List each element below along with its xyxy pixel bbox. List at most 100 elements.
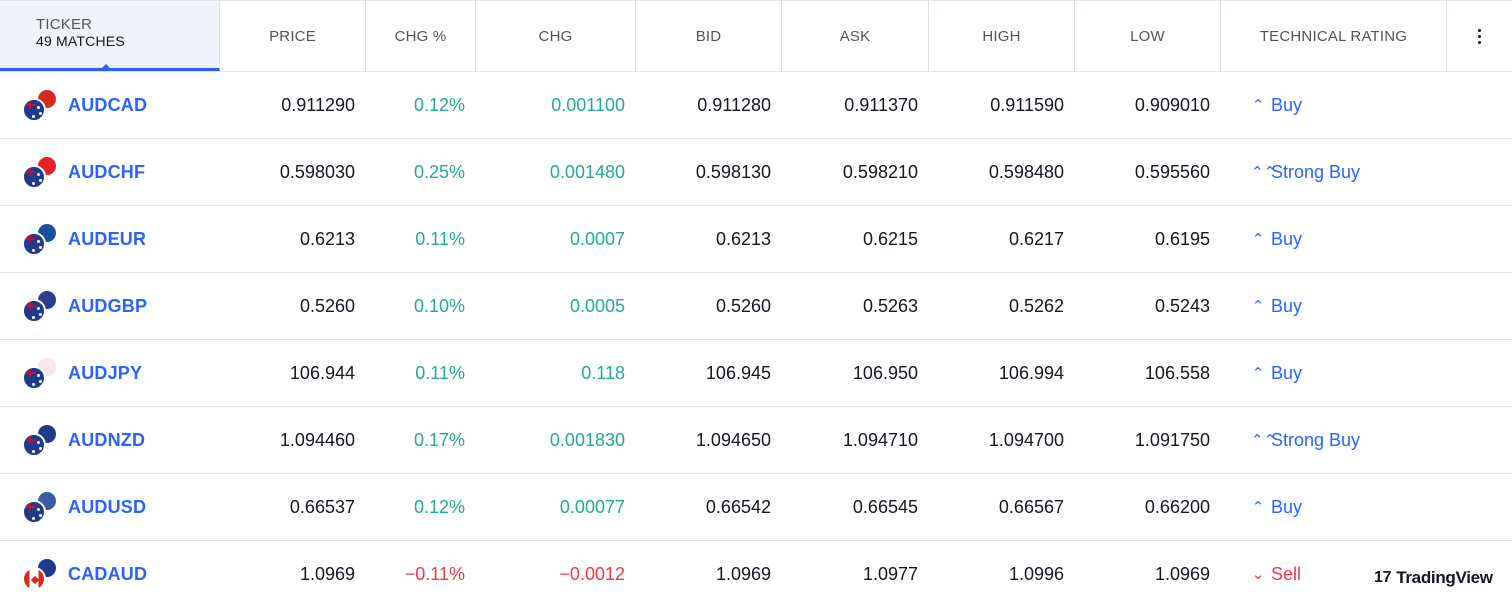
technical-rating-cell[interactable]: ⌃ Buy [1221,72,1447,138]
rating-chevron-icon: ⌃ [1251,365,1265,382]
table-row[interactable]: AUDUSD 0.66537 0.12% 0.00077 0.66542 0.6… [0,474,1512,541]
column-header-chg-pct[interactable]: CHG % [366,1,476,71]
technical-rating-cell[interactable]: ⌃ Buy [1221,340,1447,406]
ticker-cell[interactable]: CADAUD [0,541,220,600]
high-cell: 1.0996 [1008,563,1064,584]
column-header-technical-rating[interactable]: TECHNICAL RATING [1221,1,1447,71]
ticker-cell[interactable]: AUDUSD [0,474,220,540]
ticker-cell[interactable]: AUDEUR [0,206,220,272]
rating-chevron-icon: ⌃ [1251,298,1265,315]
ticker-symbol-link[interactable]: AUDGBP [68,295,148,316]
ticker-symbol-link[interactable]: CADAUD [68,563,148,584]
high-cell: 1.094700 [988,429,1064,450]
chg-cell: −0.0012 [559,563,625,584]
low-cell: 0.5243 [1154,295,1210,316]
price-cell: 0.6213 [299,228,355,249]
currency-pair-flag-icon [22,490,58,524]
ask-cell: 0.911370 [844,94,918,115]
ticker-symbol-link[interactable]: AUDCHF [68,161,146,182]
column-header-chg[interactable]: CHG [476,1,636,71]
rating-chevron-icon: ⌃⌃ [1251,432,1277,449]
ask-cell: 0.5263 [862,295,918,316]
bid-cell: 0.5260 [715,295,771,316]
ticker-symbol-link[interactable]: AUDUSD [68,496,147,517]
chg-pct-cell: 0.12% [413,94,465,115]
ask-cell: 0.598210 [842,161,918,182]
technical-rating-cell[interactable]: ⌄ Sell [1221,541,1447,600]
chg-pct-cell: 0.11% [415,228,465,249]
currency-pair-flag-icon [22,222,58,256]
more-vertical-icon [1478,28,1481,44]
column-header-price[interactable]: PRICE [220,1,366,71]
row-spacer [1447,139,1512,205]
ticker-cell[interactable]: AUDNZD [0,407,220,473]
technical-rating-label: Sell [1271,563,1302,584]
ticker-cell[interactable]: AUDJPY [0,340,220,406]
technical-rating-cell[interactable]: ⌃ Buy [1221,273,1447,339]
technical-rating-cell[interactable]: ⌃⌃ Strong Buy [1221,407,1447,473]
chg-cell: 0.001100 [551,94,625,115]
row-spacer [1447,474,1512,540]
table-row[interactable]: CADAUD 1.0969 −0.11% −0.0012 1.0969 1.09… [0,541,1512,600]
chg-pct-cell: 0.25% [413,161,465,182]
column-header-ticker[interactable]: TICKER 49 MATCHES [0,1,220,71]
ticker-cell[interactable]: AUDCAD [0,72,220,138]
chg-cell: 0.001480 [549,161,625,182]
table-row[interactable]: AUDCHF 0.598030 0.25% 0.001480 0.598130 … [0,139,1512,206]
bid-cell: 1.0969 [715,563,771,584]
table-row[interactable]: AUDCAD 0.911290 0.12% 0.001100 0.911280 … [0,72,1512,139]
currency-pair-flag-icon [22,155,58,189]
bid-cell: 106.945 [705,362,771,383]
ticker-symbol-link[interactable]: AUDJPY [68,362,143,383]
currency-pair-flag-icon [22,423,58,457]
table-body: AUDCAD 0.911290 0.12% 0.001100 0.911280 … [0,72,1512,600]
low-cell: 1.0969 [1154,563,1210,584]
price-cell: 0.598030 [279,161,355,182]
chg-pct-cell: 0.11% [415,362,465,383]
low-cell: 106.558 [1144,362,1210,383]
table-row[interactable]: AUDNZD 1.094460 0.17% 0.001830 1.094650 … [0,407,1512,474]
chg-pct-cell: 0.12% [413,496,465,517]
ticker-symbol-link[interactable]: AUDCAD [68,94,148,115]
tradingview-logo[interactable]: 17 TradingView [1374,563,1493,593]
table-row[interactable]: AUDEUR 0.6213 0.11% 0.0007 0.6213 0.6215… [0,206,1512,273]
technical-rating-cell[interactable]: ⌃⌃ Strong Buy [1221,139,1447,205]
chg-pct-cell: 0.10% [413,295,465,316]
rating-chevron-icon: ⌃ [1251,97,1265,114]
technical-rating-label: Strong Buy [1271,161,1361,182]
chg-cell: 0.118 [581,362,625,383]
ticker-symbol-link[interactable]: AUDNZD [68,429,146,450]
technical-rating-label: Strong Buy [1271,429,1361,450]
ticker-cell[interactable]: AUDGBP [0,273,220,339]
technical-rating-label: Buy [1271,295,1303,316]
chg-pct-cell: −0.11% [404,563,465,584]
high-cell: 0.598480 [988,161,1064,182]
row-spacer [1447,206,1512,272]
price-cell: 1.0969 [299,563,355,584]
tradingview-logo-text: TradingView [1396,568,1493,587]
rating-chevron-icon: ⌄ [1251,566,1265,583]
column-menu-button[interactable] [1447,1,1512,71]
column-header-high[interactable]: HIGH [929,1,1075,71]
technical-rating-cell[interactable]: ⌃ Buy [1221,474,1447,540]
currency-pair-flag-icon [22,557,58,591]
ask-cell: 1.094710 [842,429,918,450]
technical-rating-cell[interactable]: ⌃ Buy [1221,206,1447,272]
chg-cell: 0.00077 [559,496,625,517]
row-spacer [1447,340,1512,406]
chg-cell: 0.0007 [569,228,625,249]
column-header-low[interactable]: LOW [1075,1,1221,71]
high-cell: 0.66567 [998,496,1064,517]
ask-cell: 0.6215 [862,228,918,249]
technical-rating-label: Buy [1271,228,1303,249]
table-row[interactable]: AUDGBP 0.5260 0.10% 0.0005 0.5260 0.5263… [0,273,1512,340]
table-header: TICKER 49 MATCHES PRICE CHG % CHG BID AS… [0,0,1512,72]
ticker-cell[interactable]: AUDCHF [0,139,220,205]
column-header-bid[interactable]: BID [636,1,782,71]
rating-chevron-icon: ⌃ [1251,231,1265,248]
column-header-ask[interactable]: ASK [782,1,929,71]
table-row[interactable]: AUDJPY 106.944 0.11% 0.118 106.945 106.9… [0,340,1512,407]
price-cell: 106.944 [289,362,355,383]
ticker-symbol-link[interactable]: AUDEUR [68,228,147,249]
